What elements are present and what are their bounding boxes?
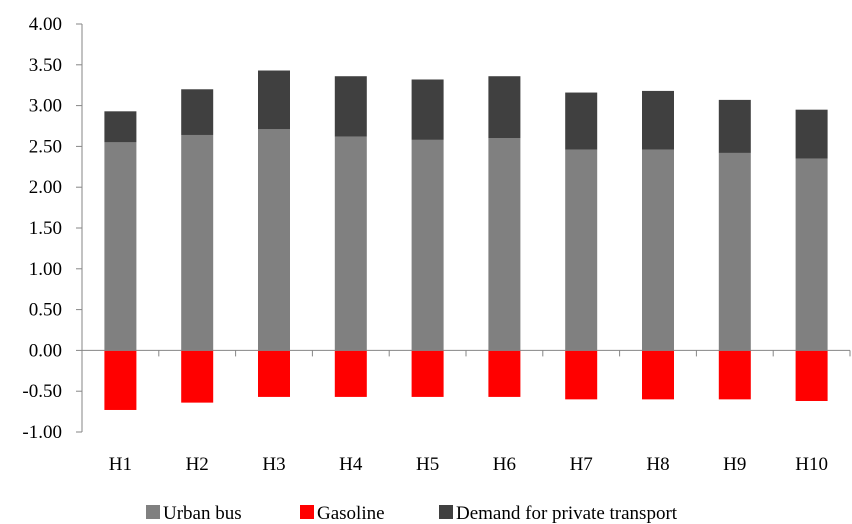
bar-urban-bus-h4 (334, 136, 367, 351)
legend-swatch-urban-bus (146, 505, 160, 519)
legend: Urban bus Gasoline Demand for private tran… (146, 503, 678, 524)
y-tick-label: 1.50 (29, 218, 62, 239)
bar-gasoline-h9 (718, 350, 751, 400)
bar-demand-for-private-transport-h10 (795, 109, 828, 159)
x-category-labels: H1 H2 H3 H4 H5 H6 H7 H8 H9 H10 (109, 454, 828, 475)
bar-urban-bus-h10 (795, 158, 828, 351)
y-tick-labels: 4.00 3.50 3.00 2.50 2.00 1.50 1.00 0.50 0.00 -0.5… (22, 14, 62, 443)
bar-urban-bus-h7 (565, 149, 598, 351)
bars-group (104, 70, 828, 410)
legend-swatch-gasoline (300, 505, 314, 519)
bar-gasoline-h2 (181, 350, 214, 403)
y-tick-label: 2.50 (29, 136, 62, 157)
bar-demand-for-private-transport-h2 (181, 89, 214, 135)
y-tick-label: 1.00 (29, 259, 62, 280)
bar-demand-for-private-transport-h1 (104, 111, 137, 143)
bar-gasoline-h1 (104, 350, 137, 410)
x-category-label: H4 (339, 454, 363, 475)
bar-urban-bus-h1 (104, 142, 137, 351)
y-tick-label: 4.00 (29, 14, 62, 35)
y-tick-label: -1.00 (22, 422, 62, 443)
bar-gasoline-h4 (334, 350, 367, 397)
bar-gasoline-h8 (642, 350, 674, 400)
x-category-label: H5 (416, 454, 439, 475)
bar-demand-for-private-transport-h5 (411, 79, 444, 140)
bar-urban-bus-h6 (488, 138, 521, 351)
y-tick-label: 0.50 (29, 300, 62, 321)
bar-demand-for-private-transport-h4 (334, 76, 367, 137)
legend-label: Gasoline (317, 503, 385, 524)
y-tick-label: 3.00 (29, 96, 62, 117)
y-tick-label: 3.50 (29, 55, 62, 76)
x-category-label: H8 (646, 454, 669, 475)
legend-swatch-demand-for-private-transport (439, 505, 453, 519)
y-tick-label: 2.00 (29, 177, 62, 198)
y-tick-label: -0.50 (22, 381, 62, 402)
x-category-label: H9 (723, 454, 746, 475)
bar-gasoline-h10 (795, 350, 828, 401)
bar-urban-bus-h5 (411, 139, 444, 351)
bar-urban-bus-h9 (718, 152, 751, 351)
x-category-label: H6 (493, 454, 516, 475)
bar-urban-bus-h3 (258, 129, 290, 351)
bar-demand-for-private-transport-h7 (565, 92, 598, 150)
legend-label: Demand for private transport (456, 503, 678, 524)
bar-demand-for-private-transport-h9 (718, 99, 751, 153)
bar-gasoline-h6 (488, 350, 521, 397)
x-category-label: H1 (109, 454, 132, 475)
bar-demand-for-private-transport-h3 (258, 70, 290, 130)
x-category-label: H3 (262, 454, 285, 475)
axes-group (76, 23, 851, 433)
y-tick-label: 0.00 (29, 340, 62, 361)
bar-gasoline-h5 (411, 350, 444, 397)
bar-gasoline-h7 (565, 350, 598, 400)
x-category-label: H2 (186, 454, 209, 475)
bar-demand-for-private-transport-h8 (642, 90, 674, 150)
bar-urban-bus-h8 (642, 149, 674, 351)
bar-urban-bus-h2 (181, 134, 214, 351)
x-category-label: H7 (570, 454, 593, 475)
bar-gasoline-h3 (258, 350, 290, 397)
legend-label: Urban bus (163, 503, 242, 524)
bar-demand-for-private-transport-h6 (488, 76, 521, 139)
x-category-label: H10 (795, 454, 828, 475)
